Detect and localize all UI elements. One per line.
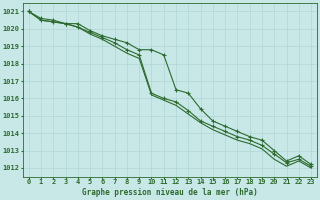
X-axis label: Graphe pression niveau de la mer (hPa): Graphe pression niveau de la mer (hPa)	[82, 188, 258, 197]
